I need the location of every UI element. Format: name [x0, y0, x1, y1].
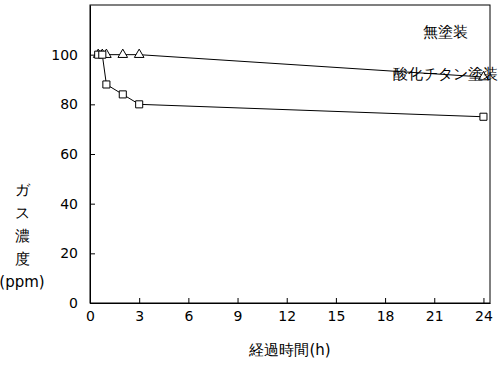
- tick-label: 9: [234, 308, 243, 324]
- y-axis: 0 20 40 60 80 100: [51, 6, 95, 311]
- tick: 6: [184, 298, 193, 324]
- series-label: 無塗装: [423, 23, 468, 41]
- tick: 24: [475, 298, 493, 324]
- tick-mark: [90, 253, 95, 254]
- plot: 0 3 6 9 12 15 18 21 24 0 20 40 60 80 100 無塗装酸化チタン塗装: [51, 5, 497, 324]
- chart: 0 3 6 9 12 15 18 21 24 0 20 40 60 80 100 無塗装酸化チタン塗装経過時間…: [0, 0, 500, 365]
- tick-mark: [385, 298, 386, 303]
- y-axis-title-part: 濃: [15, 227, 30, 245]
- tick-label: 24: [475, 308, 493, 324]
- tick-label: 100: [51, 47, 78, 63]
- marker: [103, 81, 110, 88]
- tick-label: 20: [60, 245, 78, 261]
- tick-label: 18: [377, 308, 395, 324]
- marker: [136, 101, 143, 108]
- tick-label: 21: [426, 308, 444, 324]
- tick: 60: [60, 146, 95, 162]
- tick: 21: [426, 298, 444, 324]
- marker: [134, 49, 144, 57]
- y-axis-title-part: (ppm): [0, 273, 45, 291]
- tick: 40: [60, 196, 95, 212]
- tick-label: 15: [327, 308, 345, 324]
- tick-mark: [90, 303, 95, 304]
- tick-mark: [139, 298, 140, 303]
- marker: [119, 91, 126, 98]
- tick-mark: [238, 298, 239, 303]
- x-axis: 0 3 6 9 12 15 18 21 24: [86, 298, 493, 324]
- tick-label: 0: [86, 308, 95, 324]
- tick-mark: [483, 298, 484, 303]
- y-axis-title-part: 度: [15, 250, 30, 268]
- tick-mark: [434, 298, 435, 303]
- tick-label: 6: [184, 308, 193, 324]
- tick: 20: [60, 245, 95, 261]
- tick: 0: [69, 295, 95, 311]
- tick-mark: [287, 298, 288, 303]
- tick-mark: [188, 298, 189, 303]
- plot-frame: [90, 5, 490, 303]
- tick: 100: [51, 47, 95, 63]
- tick-label: 40: [60, 196, 78, 212]
- y-axis-title-part: ス: [15, 204, 30, 222]
- x-axis-title: 経過時間(h): [248, 341, 330, 359]
- tick: 12: [278, 298, 296, 324]
- tick-label: 60: [60, 146, 78, 162]
- marker: [99, 51, 106, 58]
- tick: 15: [327, 298, 345, 324]
- axis-line: [91, 303, 491, 304]
- marker: [118, 49, 128, 57]
- tick: 18: [377, 298, 395, 324]
- tick-mark: [90, 154, 95, 155]
- tick-mark: [90, 104, 95, 105]
- tick: 9: [234, 298, 243, 324]
- series-label: 酸化チタン塗装: [393, 65, 498, 83]
- tick-label: 0: [69, 295, 78, 311]
- tick-mark: [90, 204, 95, 205]
- marker: [480, 113, 487, 120]
- y-axis-title-part: ガ: [15, 181, 31, 199]
- y-axis-title: ガス濃度 (ppm): [0, 181, 45, 291]
- tick: 3: [135, 298, 144, 324]
- tick-label: 12: [278, 308, 296, 324]
- tick-mark: [336, 298, 337, 303]
- tick: 80: [60, 96, 95, 112]
- tick-label: 3: [135, 308, 144, 324]
- tick-label: 80: [60, 96, 78, 112]
- data-area: [93, 49, 488, 120]
